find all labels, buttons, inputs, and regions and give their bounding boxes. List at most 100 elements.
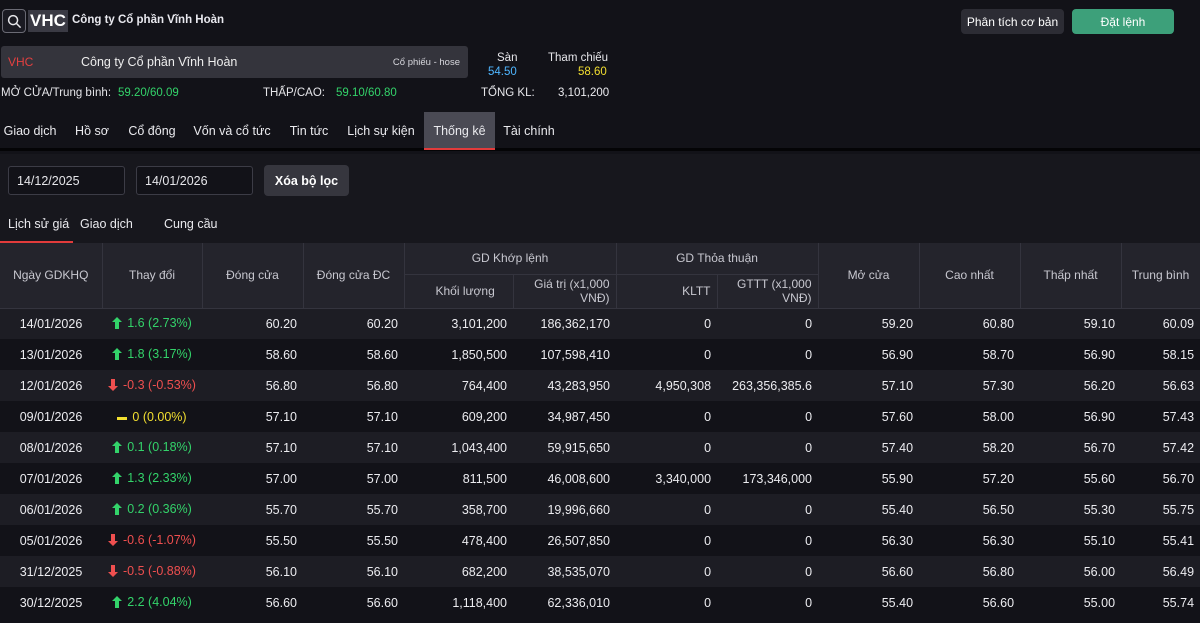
- col-header-matched-volume[interactable]: Khối lượng: [404, 274, 514, 309]
- col-header-avg[interactable]: Trung bình: [1121, 243, 1200, 309]
- cell-close: 58.60: [202, 339, 303, 370]
- price-history-table: Ngày GDKHQ Thay đổi Đóng cửa Đóng cửa ĐC…: [0, 243, 1200, 618]
- reference-value: 58.60: [578, 66, 607, 78]
- tab-tai-chinh[interactable]: Tài chính: [503, 124, 555, 138]
- cell-open: 55.90: [818, 463, 920, 494]
- table-row[interactable]: 07/01/2026 1.3 (2.33%) 57.00 57.00 811,500 46…: [0, 463, 1200, 494]
- stock-selector[interactable]: VHC Công ty Cổ phần Vĩnh Hoàn Cổ phiếu -…: [1, 46, 468, 78]
- cell-close-adj: 57.10: [303, 401, 404, 432]
- cell-high: 56.30: [919, 525, 1021, 556]
- col-header-deal-volume[interactable]: KLTT: [616, 274, 718, 309]
- cell-close: 55.70: [202, 494, 303, 525]
- cell-close-adj: 60.20: [303, 308, 404, 339]
- cell-close: 57.10: [202, 401, 303, 432]
- col-header-matched-value[interactable]: Giá trị (x1,000 VNĐ): [513, 274, 617, 309]
- cell-close: 57.00: [202, 463, 303, 494]
- col-header-low[interactable]: Thấp nhất: [1020, 243, 1122, 309]
- tab-co-dong[interactable]: Cổ đông: [128, 124, 176, 138]
- cell-open: 55.40: [818, 587, 920, 618]
- clear-filter-button[interactable]: Xóa bộ lọc: [264, 165, 349, 196]
- tab-ho-so[interactable]: Hồ sơ: [75, 124, 109, 138]
- cell-kltt: 0: [616, 556, 718, 587]
- cell-gttt: 263,356,385.6: [717, 370, 819, 401]
- up-arrow-icon: [112, 440, 123, 453]
- table-row[interactable]: 08/01/2026 0.1 (0.18%) 57.10 57.10 1,043,400…: [0, 432, 1200, 463]
- cell-gttt: 173,346,000: [717, 463, 819, 494]
- tab-lich-su-gia[interactable]: Lịch sử giá: [0, 208, 73, 243]
- cell-gttt: 0: [717, 308, 819, 339]
- table-row[interactable]: 30/12/2025 2.2 (4.04%) 56.60 56.60 1,118,400…: [0, 587, 1200, 618]
- table-row[interactable]: 06/01/2026 0.2 (0.36%) 55.70 55.70 358,700 19…: [0, 494, 1200, 525]
- change-value: -0.3 (-0.53%): [123, 377, 196, 392]
- cell-gttt: 0: [717, 525, 819, 556]
- cell-change: 0.2 (0.36%): [102, 494, 202, 525]
- cell-open: 56.60: [818, 556, 920, 587]
- tab-giao-dich[interactable]: Giao dịch: [3, 124, 57, 138]
- cell-kltt: 0: [616, 525, 718, 556]
- table-row[interactable]: 12/01/2026 -0.3 (-0.53%) 56.80 56.80 764,400…: [0, 370, 1200, 401]
- cell-val: 43,283,950: [513, 370, 617, 401]
- col-header-close[interactable]: Đóng cửa: [202, 243, 304, 309]
- cell-close: 56.80: [202, 370, 303, 401]
- cell-low: 55.10: [1020, 525, 1122, 556]
- col-header-close-adj[interactable]: Đóng cửa ĐC: [303, 243, 405, 309]
- low-high-value: 59.10/60.80: [336, 87, 397, 99]
- cell-low: 56.70: [1020, 432, 1122, 463]
- table-row[interactable]: 09/01/2026 0 (0.00%) 57.10 57.10 609,200 34,9…: [0, 401, 1200, 432]
- fundamental-analysis-button[interactable]: Phân tích cơ bản: [961, 9, 1064, 34]
- tab-cung-cau[interactable]: Cung cầu: [164, 217, 218, 231]
- cell-vol: 1,850,500: [404, 339, 513, 370]
- cell-low: 55.60: [1020, 463, 1122, 494]
- place-order-button[interactable]: Đặt lệnh: [1072, 9, 1174, 34]
- cell-change: 1.6 (2.73%): [102, 308, 202, 339]
- up-arrow-icon: [112, 471, 123, 484]
- cell-low: 55.30: [1020, 494, 1122, 525]
- table-row[interactable]: 13/01/2026 1.8 (3.17%) 58.60 58.60 1,850,500…: [0, 339, 1200, 370]
- col-header-deal-value[interactable]: GTTT (x1,000 VNĐ): [717, 274, 819, 309]
- up-arrow-icon: [112, 316, 123, 329]
- col-header-change[interactable]: Thay đổi: [102, 243, 203, 309]
- cell-kltt: 0: [616, 308, 718, 339]
- cell-vol: 3,101,200: [404, 308, 513, 339]
- tab-tin-tuc[interactable]: Tin tức: [289, 124, 329, 138]
- table-row[interactable]: 05/01/2026 -0.6 (-1.07%) 55.50 55.50 478,400…: [0, 525, 1200, 556]
- col-header-date[interactable]: Ngày GDKHQ: [0, 243, 103, 309]
- cell-high: 58.20: [919, 432, 1021, 463]
- table-row[interactable]: 14/01/2026 1.6 (2.73%) 60.20 60.20 3,101,200…: [0, 308, 1200, 339]
- cell-val: 62,336,010: [513, 587, 617, 618]
- tab-thong-ke[interactable]: Thống kê: [424, 112, 495, 150]
- cell-low: 56.00: [1020, 556, 1122, 587]
- to-date-input[interactable]: [136, 166, 253, 195]
- table-row[interactable]: 31/12/2025 -0.5 (-0.88%) 56.10 56.10 682,200…: [0, 556, 1200, 587]
- cell-high: 57.20: [919, 463, 1021, 494]
- tab-giao-dich-nn[interactable]: Giao dịch NN: [80, 217, 133, 263]
- cell-high: 56.50: [919, 494, 1021, 525]
- col-header-high[interactable]: Cao nhất: [919, 243, 1021, 309]
- cell-kltt: 3,340,000: [616, 463, 718, 494]
- cell-open: 57.40: [818, 432, 920, 463]
- cell-kltt: 4,950,308: [616, 370, 718, 401]
- from-date-input[interactable]: [8, 166, 125, 195]
- stock-card-exchange: Cổ phiếu - hose: [392, 57, 460, 68]
- change-value: 0.1 (0.18%): [127, 439, 192, 454]
- cell-change: -0.6 (-1.07%): [102, 525, 202, 556]
- cell-date: 30/12/2025: [0, 587, 102, 618]
- cell-close: 60.20: [202, 308, 303, 339]
- cell-close-adj: 55.50: [303, 525, 404, 556]
- flat-dash-icon: [117, 417, 128, 421]
- down-arrow-icon: [108, 378, 119, 391]
- search-button[interactable]: [2, 9, 26, 33]
- col-header-open[interactable]: Mở cửa: [818, 243, 920, 309]
- stock-card-ticker: VHC: [8, 55, 34, 69]
- company-name: Công ty Cổ phần Vĩnh Hoàn: [72, 14, 225, 26]
- tab-lich-su-kien[interactable]: Lịch sự kiện: [347, 124, 415, 138]
- cell-open: 57.10: [818, 370, 920, 401]
- reference-label: Tham chiếu: [548, 52, 609, 64]
- change-value: 1.8 (3.17%): [127, 346, 192, 361]
- cell-val: 59,915,650: [513, 432, 617, 463]
- cell-vol: 1,043,400: [404, 432, 513, 463]
- cell-val: 107,598,410: [513, 339, 617, 370]
- tab-von-co-tuc[interactable]: Vốn và cổ tức: [193, 124, 271, 138]
- cell-avg: 58.15: [1121, 339, 1200, 370]
- cell-high: 56.60: [919, 587, 1021, 618]
